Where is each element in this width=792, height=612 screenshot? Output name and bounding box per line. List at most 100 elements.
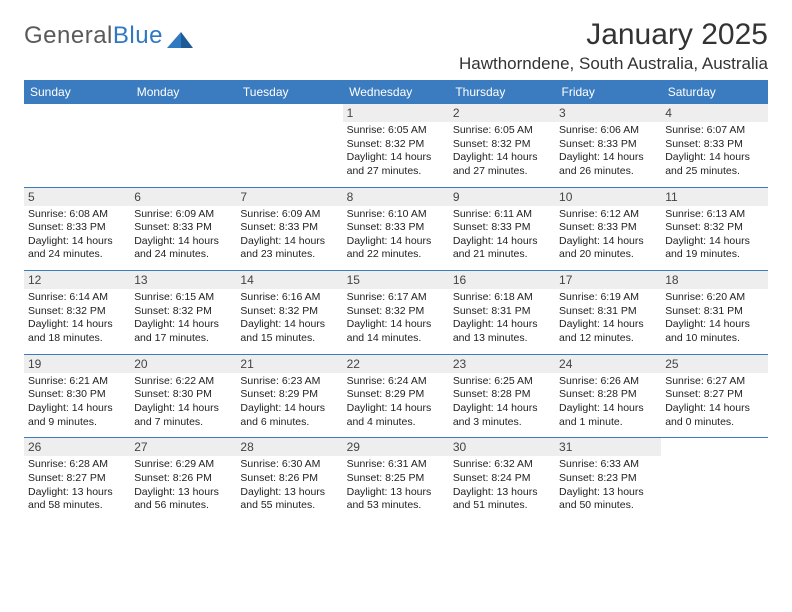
logo-text: GeneralBlue [24,22,163,50]
calendar-cell: 22 Sunrise: 6:24 AMSunset: 8:29 PMDayligh… [343,354,449,438]
title-block: January 2025 Hawthorndene, South Austral… [459,18,768,74]
header: GeneralBlue January 2025 Hawthorndene, S… [24,18,768,74]
calendar-cell: 6Sunrise: 6:09 AMSunset: 8:33 PMDaylight… [130,187,236,271]
day-details: Sunrise: 6:31 AMSunset: 8:25 PMDaylight:… [347,458,445,513]
day-details: Sunrise: 6:29 AMSunset: 8:26 PMDaylight:… [134,458,232,513]
day-details: Sunrise: 6:14 AMSunset: 8:32 PMDaylight:… [28,291,126,346]
calendar-cell: 27 Sunrise: 6:29 AMSunset: 8:26 PMDayligh… [130,438,236,521]
day-number: 26 [24,438,130,456]
day-number: 7 [236,188,342,206]
calendar-body: 1Sunrise: 6:05 AMSunset: 8:32 PMDaylight… [24,104,768,521]
day-details: Sunrise: 6:13 AMSunset: 8:32 PMDaylight:… [665,208,763,263]
calendar-cell: 10Sunrise: 6:12 AMSunset: 8:33 PMDayligh… [555,187,661,271]
day-details: Sunrise: 6:17 AMSunset: 8:32 PMDaylight:… [347,291,445,346]
day-details: Sunrise: 6:21 AMSunset: 8:30 PMDaylight:… [28,375,126,430]
calendar-row: 1Sunrise: 6:05 AMSunset: 8:32 PMDaylight… [24,104,768,188]
day-number [130,104,236,122]
day-details: Sunrise: 6:33 AMSunset: 8:23 PMDaylight:… [559,458,657,513]
calendar-cell: 11 Sunrise: 6:13 AMSunset: 8:32 PMDayligh… [661,187,767,271]
day-details: Sunrise: 6:08 AMSunset: 8:33 PMDaylight:… [28,208,126,263]
calendar-cell: 3Sunrise: 6:06 AMSunset: 8:33 PMDaylight… [555,104,661,188]
day-number: 11 [661,188,767,206]
calendar-cell: 31 Sunrise: 6:33 AMSunset: 8:23 PMDayligh… [555,438,661,521]
day-header-row: Sunday Monday Tuesday Wednesday Thursday… [24,81,768,104]
day-number: 31 [555,438,661,456]
day-details: Sunrise: 6:10 AMSunset: 8:33 PMDaylight:… [347,208,445,263]
calendar-cell [130,104,236,188]
day-details: Sunrise: 6:25 AMSunset: 8:28 PMDaylight:… [453,375,551,430]
calendar-cell: 12 Sunrise: 6:14 AMSunset: 8:32 PMDayligh… [24,271,130,355]
day-number: 5 [24,188,130,206]
calendar-cell: 30 Sunrise: 6:32 AMSunset: 8:24 PMDayligh… [449,438,555,521]
day-number: 17 [555,271,661,289]
day-number: 29 [343,438,449,456]
calendar-row: 26Sunrise: 6:28 AMSunset: 8:27 PMDayligh… [24,438,768,521]
logo-text-general: General [24,22,113,49]
day-details: Sunrise: 6:09 AMSunset: 8:33 PMDaylight:… [134,208,232,263]
day-number: 28 [236,438,342,456]
day-header: Tuesday [236,81,342,104]
calendar-cell: 25 Sunrise: 6:27 AMSunset: 8:27 PMDayligh… [661,354,767,438]
calendar-cell: 16Sunrise: 6:18 AMSunset: 8:31 PMDayligh… [449,271,555,355]
calendar-cell: 19Sunrise: 6:21 AMSunset: 8:30 PMDayligh… [24,354,130,438]
month-title: January 2025 [459,18,768,52]
day-number: 23 [449,355,555,373]
calendar-page: GeneralBlue January 2025 Hawthorndene, S… [0,0,792,521]
calendar-cell: 21 Sunrise: 6:23 AMSunset: 8:29 PMDayligh… [236,354,342,438]
day-details: Sunrise: 6:09 AMSunset: 8:33 PMDaylight:… [240,208,338,263]
calendar-cell: 17Sunrise: 6:19 AMSunset: 8:31 PMDayligh… [555,271,661,355]
day-number: 25 [661,355,767,373]
day-details: Sunrise: 6:32 AMSunset: 8:24 PMDaylight:… [453,458,551,513]
logo-triangle-icon [167,30,193,48]
location: Hawthorndene, South Australia, Australia [459,54,768,74]
day-header: Wednesday [343,81,449,104]
logo: GeneralBlue [24,18,193,50]
day-details: Sunrise: 6:23 AMSunset: 8:29 PMDaylight:… [240,375,338,430]
calendar-cell: 14Sunrise: 6:16 AMSunset: 8:32 PMDayligh… [236,271,342,355]
day-number: 2 [449,104,555,122]
calendar-cell: 15 Sunrise: 6:17 AMSunset: 8:32 PMDayligh… [343,271,449,355]
day-number: 9 [449,188,555,206]
day-number: 14 [236,271,342,289]
day-number: 21 [236,355,342,373]
day-details: Sunrise: 6:12 AMSunset: 8:33 PMDaylight:… [559,208,657,263]
day-number: 22 [343,355,449,373]
calendar-cell: 13Sunrise: 6:15 AMSunset: 8:32 PMDayligh… [130,271,236,355]
day-details: Sunrise: 6:18 AMSunset: 8:31 PMDaylight:… [453,291,551,346]
day-header: Sunday [24,81,130,104]
day-number [236,104,342,122]
calendar-cell: 9Sunrise: 6:11 AMSunset: 8:33 PMDaylight… [449,187,555,271]
calendar-cell: 28Sunrise: 6:30 AMSunset: 8:26 PMDayligh… [236,438,342,521]
day-number: 15 [343,271,449,289]
day-details: Sunrise: 6:15 AMSunset: 8:32 PMDaylight:… [134,291,232,346]
calendar-cell: 7 Sunrise: 6:09 AMSunset: 8:33 PMDaylight… [236,187,342,271]
calendar-cell [661,438,767,521]
calendar-cell: 26Sunrise: 6:28 AMSunset: 8:27 PMDayligh… [24,438,130,521]
day-details: Sunrise: 6:05 AMSunset: 8:32 PMDaylight:… [453,124,551,179]
day-details: Sunrise: 6:27 AMSunset: 8:27 PMDaylight:… [665,375,763,430]
calendar-cell: 24Sunrise: 6:26 AMSunset: 8:28 PMDayligh… [555,354,661,438]
calendar-table: Sunday Monday Tuesday Wednesday Thursday… [24,81,768,521]
calendar-cell: 2 Sunrise: 6:05 AMSunset: 8:32 PMDaylight… [449,104,555,188]
day-details: Sunrise: 6:24 AMSunset: 8:29 PMDaylight:… [347,375,445,430]
day-number: 27 [130,438,236,456]
calendar-cell: 20Sunrise: 6:22 AMSunset: 8:30 PMDayligh… [130,354,236,438]
calendar-cell: 29 Sunrise: 6:31 AMSunset: 8:25 PMDayligh… [343,438,449,521]
day-header: Thursday [449,81,555,104]
calendar-cell: 5 Sunrise: 6:08 AMSunset: 8:33 PMDaylight… [24,187,130,271]
calendar-cell: 4Sunrise: 6:07 AMSunset: 8:33 PMDaylight… [661,104,767,188]
day-header: Monday [130,81,236,104]
day-number [24,104,130,122]
calendar-row: 12 Sunrise: 6:14 AMSunset: 8:32 PMDayligh… [24,271,768,355]
day-number: 8 [343,188,449,206]
day-number: 1 [343,104,449,122]
day-number: 20 [130,355,236,373]
calendar-cell: 23 Sunrise: 6:25 AMSunset: 8:28 PMDayligh… [449,354,555,438]
day-number [661,438,767,456]
day-number: 30 [449,438,555,456]
day-number: 12 [24,271,130,289]
calendar-row: 19Sunrise: 6:21 AMSunset: 8:30 PMDayligh… [24,354,768,438]
calendar-cell: 18Sunrise: 6:20 AMSunset: 8:31 PMDayligh… [661,271,767,355]
day-details: Sunrise: 6:26 AMSunset: 8:28 PMDaylight:… [559,375,657,430]
day-header: Saturday [661,81,767,104]
